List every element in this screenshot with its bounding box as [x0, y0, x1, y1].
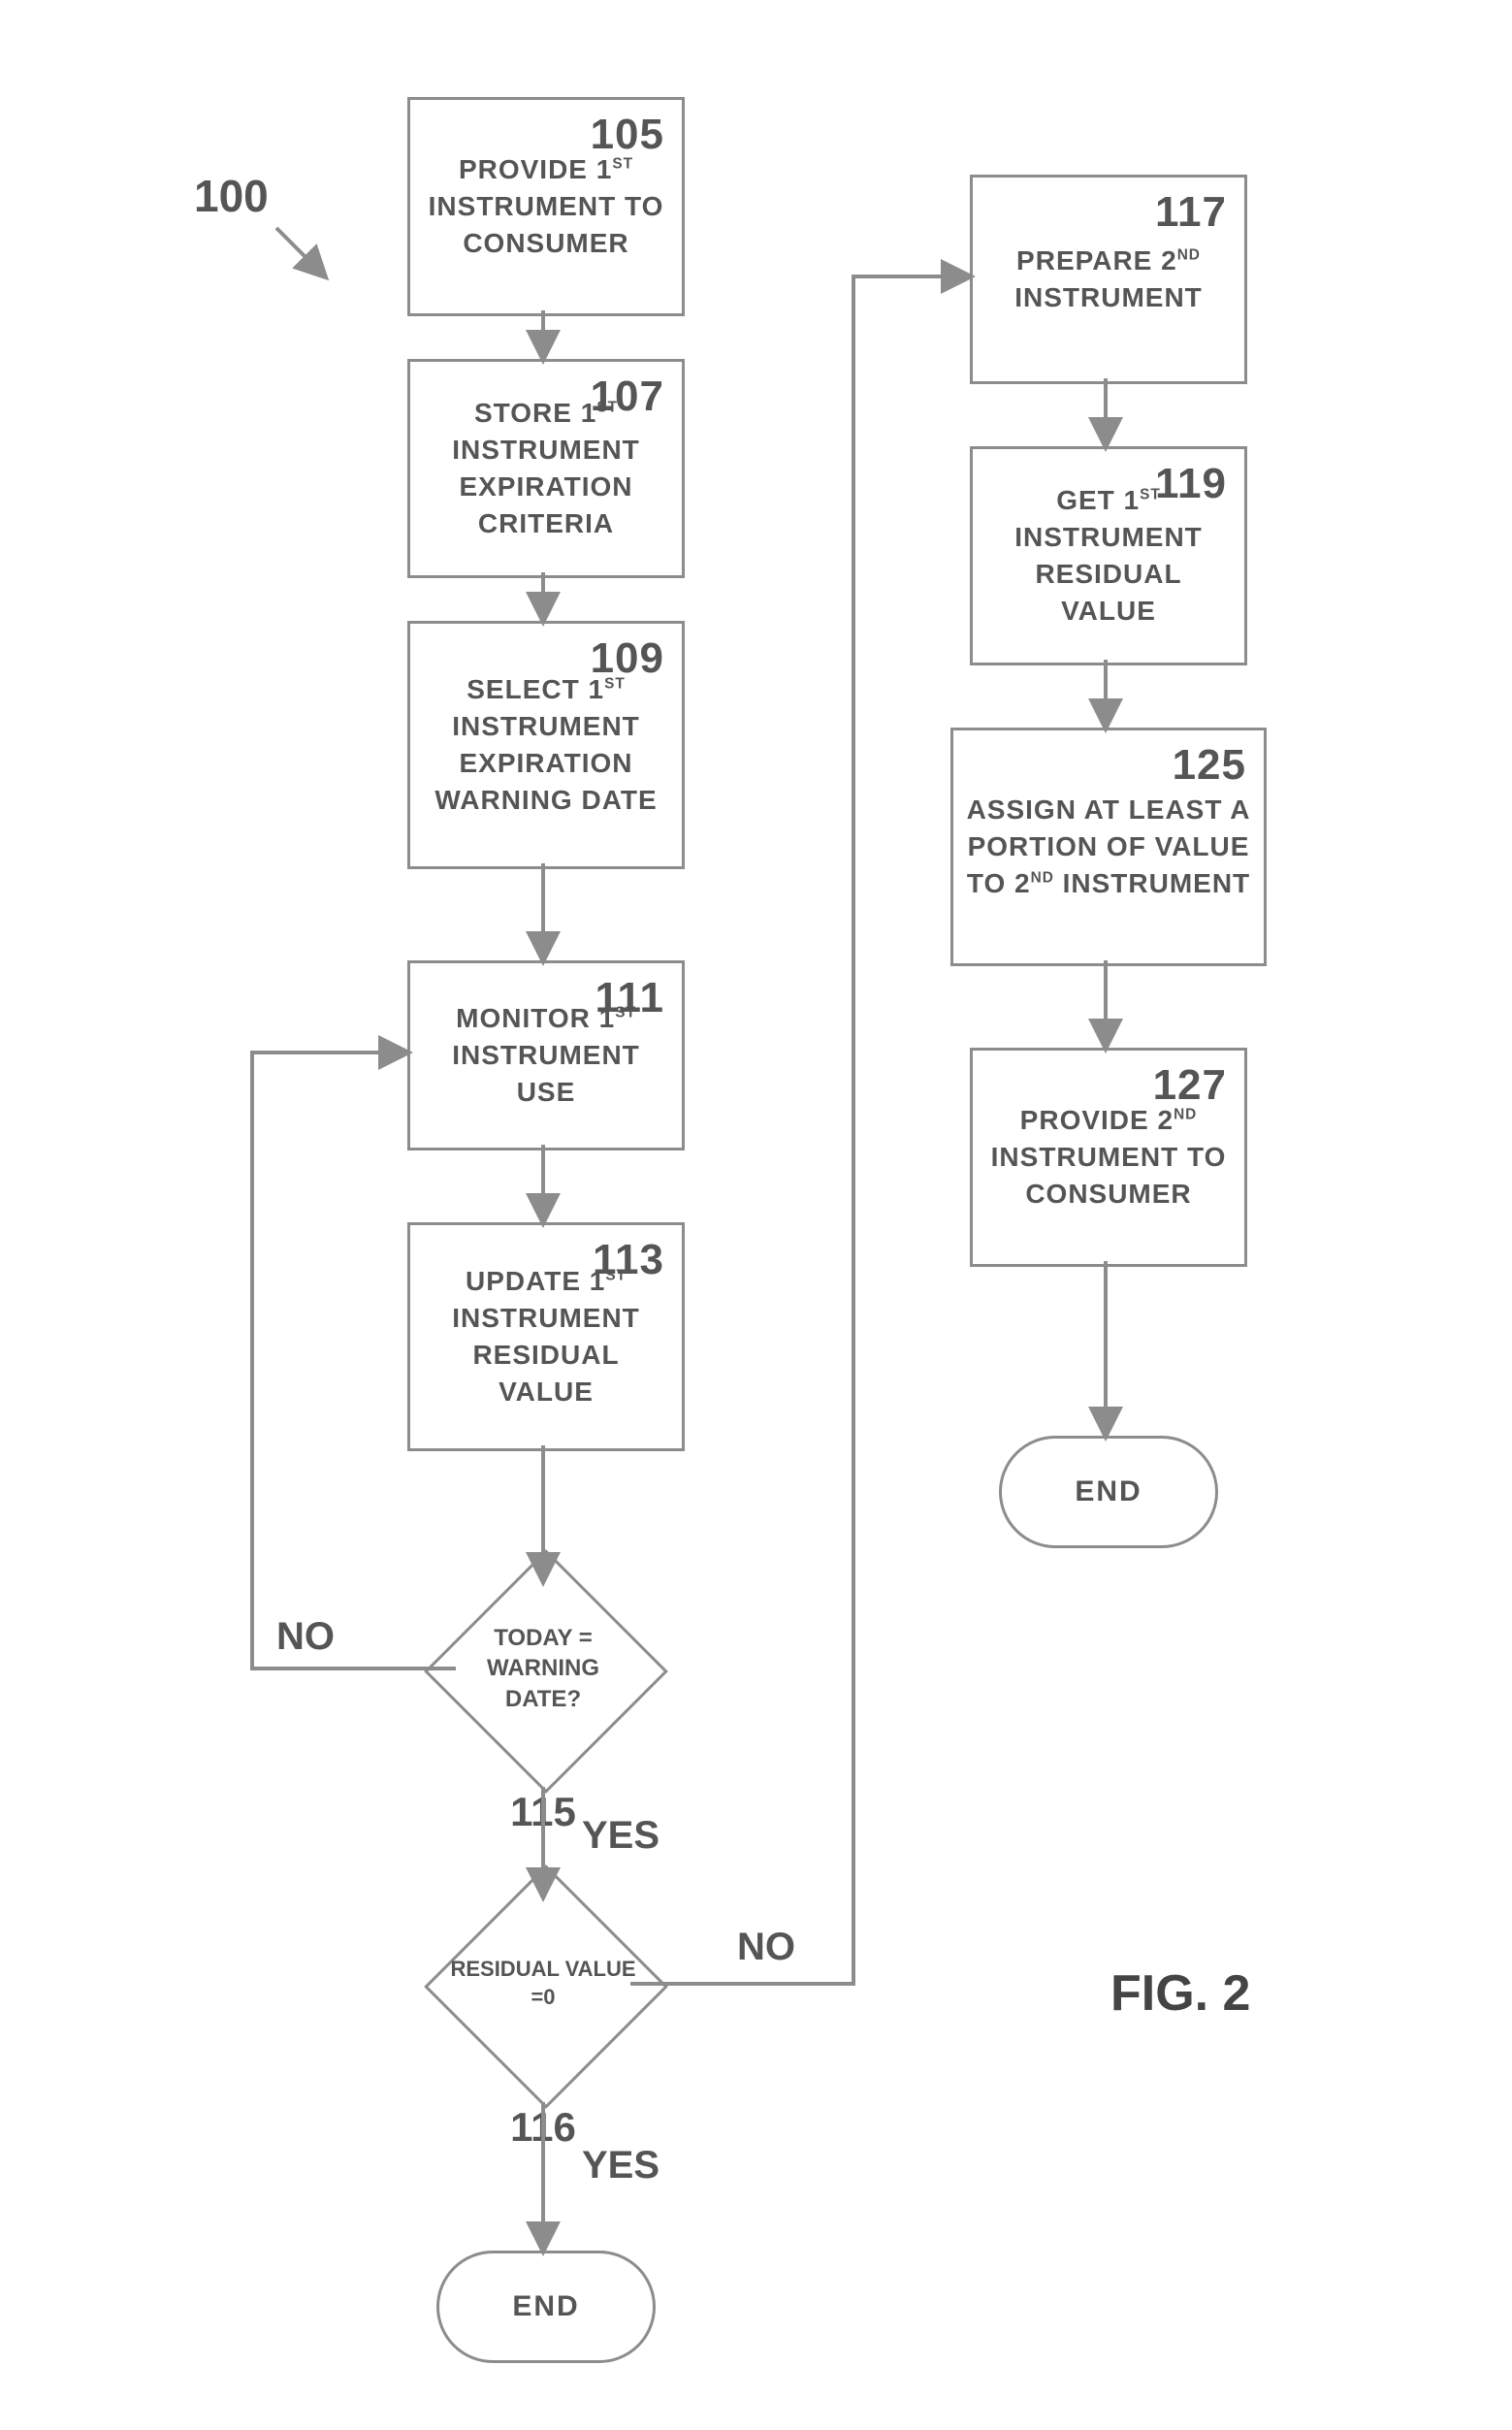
flowchart-canvas: 100 105 PROVIDE 1STINSTRUMENT TOCONSUMER…: [0, 0, 1512, 2430]
connector-lines: [0, 0, 1512, 2430]
